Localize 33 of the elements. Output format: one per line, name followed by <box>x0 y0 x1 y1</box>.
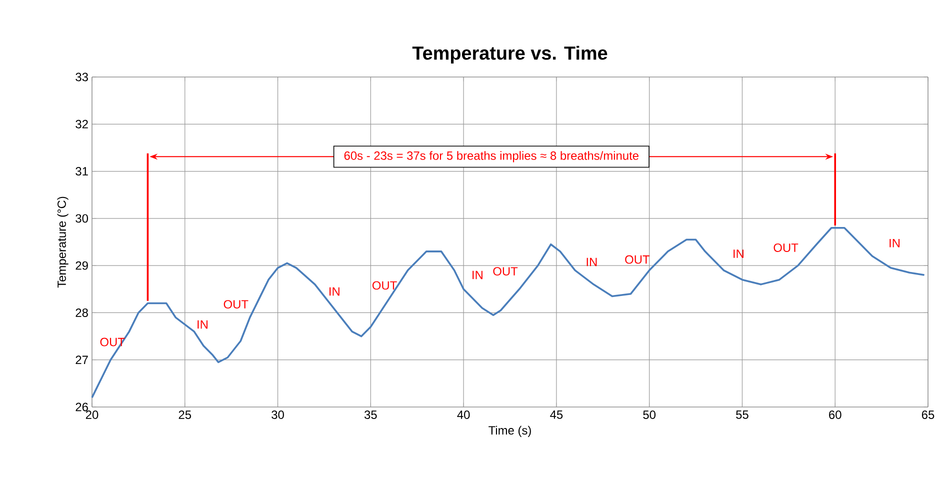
annotation: OUT <box>372 281 397 290</box>
y-axis-title: Temperature (°C) <box>57 196 68 288</box>
annotation: IN <box>472 270 482 280</box>
annotation: IN <box>890 239 900 248</box>
annotation: OUT <box>224 300 248 309</box>
x-tick-label: 35 <box>364 410 377 419</box>
x-tick-label: 65 <box>922 410 934 419</box>
y-tick-label: 27 <box>76 356 88 364</box>
annotation: OUT <box>625 255 650 264</box>
y-tick-label: 26 <box>76 402 88 412</box>
annotation: OUT <box>774 244 798 252</box>
x-tick-label: 40 <box>457 410 470 419</box>
x-tick-label: 20 <box>86 410 98 419</box>
chart-title: Temperature vs. Time <box>412 46 608 64</box>
y-tick-label: 29 <box>76 261 88 270</box>
annotation: IN <box>330 287 340 296</box>
y-tick-label: 31 <box>76 167 88 176</box>
annotation: IN <box>198 320 208 329</box>
y-tick-label: 33 <box>76 72 88 82</box>
y-tick-label: 28 <box>76 308 88 317</box>
annotation: IN <box>586 258 597 266</box>
x-tick-label: 45 <box>550 410 563 419</box>
annotation: OUT <box>493 267 518 276</box>
x-tick-label: 25 <box>178 410 192 419</box>
x-tick-label: 60 <box>829 410 842 419</box>
annotation: 60s - 23s = 37s for 5 breaths implies ≈ 8 breaths/minute <box>344 151 638 162</box>
x-axis-title: Time (s) <box>488 426 531 437</box>
x-tick-label: 30 <box>272 410 284 419</box>
y-tick-label: 32 <box>76 120 88 128</box>
y-tick-label: 30 <box>76 214 88 223</box>
x-tick-label: 50 <box>643 410 656 419</box>
x-tick-label: 55 <box>736 410 748 419</box>
annotation: IN <box>734 250 744 258</box>
